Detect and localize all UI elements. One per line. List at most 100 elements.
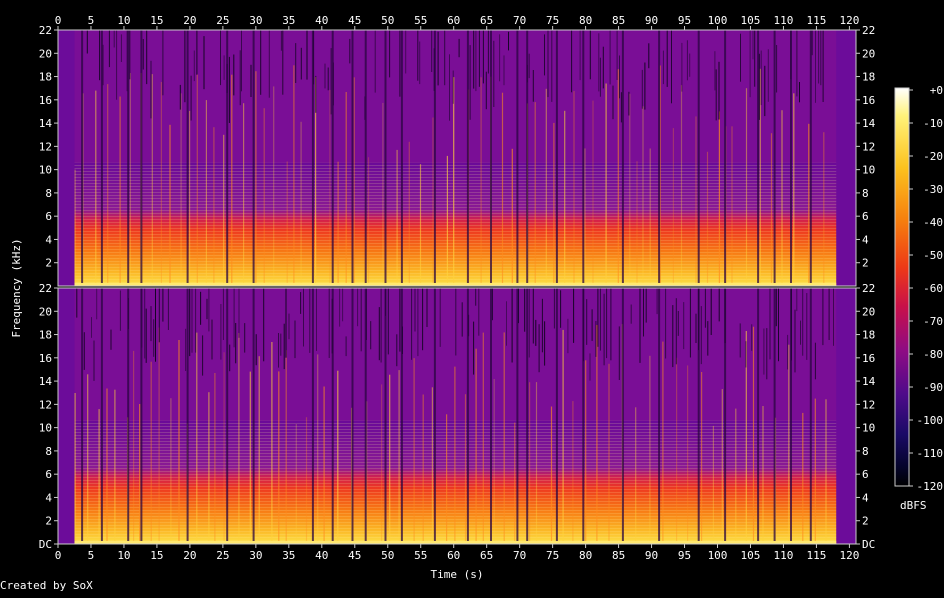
dark-speckle	[675, 298, 677, 365]
dark-speckle	[278, 333, 279, 368]
dark-speckle	[145, 308, 147, 363]
quiet-dip	[724, 288, 727, 544]
quiet-dip	[226, 30, 229, 286]
dark-speckle	[639, 288, 641, 363]
y-tick-label: 6	[862, 210, 869, 223]
transient-streak	[564, 110, 566, 286]
dark-speckle	[833, 288, 834, 346]
dark-speckle	[389, 30, 391, 78]
transient-streak	[305, 417, 308, 544]
dark-speckle	[119, 290, 121, 331]
panel-frame	[57, 29, 857, 287]
dark-speckle	[710, 288, 712, 335]
dark-speckle	[787, 334, 789, 370]
dark-speckle	[524, 288, 526, 332]
footer-credit: Created by SoX	[0, 579, 93, 592]
x-tick-label: 10	[117, 549, 130, 562]
dark-speckle	[268, 30, 270, 98]
quiet-dip	[516, 30, 519, 286]
dark-speckle	[108, 30, 110, 68]
dark-speckle	[370, 321, 372, 350]
dark-speckle	[233, 54, 235, 96]
quiet-dip	[790, 30, 792, 286]
x-tick-label: 85	[612, 14, 625, 27]
dark-speckle	[764, 65, 766, 117]
dark-speckle	[324, 63, 326, 89]
transient-streak	[511, 148, 513, 286]
dark-speckle	[475, 288, 477, 306]
x-tick-label: 80	[579, 14, 592, 27]
dark-speckle	[437, 31, 439, 86]
quiet-dip	[697, 288, 700, 544]
dark-speckle	[643, 288, 644, 337]
quiet-dip	[252, 30, 255, 286]
transient-streak	[389, 374, 391, 544]
dark-speckle	[485, 71, 487, 110]
x-tick-label: 90	[645, 549, 658, 562]
dark-speckle	[387, 288, 389, 355]
transient-streak	[793, 93, 795, 286]
dark-speckle	[672, 305, 674, 368]
transient-streak	[712, 425, 714, 544]
quiet-dip	[658, 288, 661, 544]
transient-streak	[329, 89, 331, 287]
dark-speckle	[815, 30, 816, 103]
y-tick-label: 6	[862, 468, 869, 481]
quiet-dip	[466, 30, 469, 286]
dark-speckle	[189, 288, 191, 357]
dark-speckle	[758, 53, 760, 120]
dark-speckle	[233, 288, 235, 348]
transient-streak	[293, 65, 295, 286]
dark-speckle	[238, 288, 240, 338]
colorbar-tick-label: -120	[917, 480, 944, 493]
dark-speckle	[794, 309, 796, 373]
dark-speckle	[475, 30, 477, 92]
transient-streak	[129, 73, 131, 286]
colorbar-ticks: +0 -10 -20 -30 -40 -50 -60 -70 -80 -90 -100 -110 -12…	[909, 84, 943, 493]
transient-streak	[87, 374, 89, 544]
dark-speckle	[538, 324, 540, 373]
transient-streak	[446, 414, 448, 544]
quiet-dip	[100, 288, 103, 544]
transient-streak	[649, 355, 651, 544]
y-tick-label: 18	[862, 329, 875, 342]
transient-streak	[788, 344, 790, 544]
dark-speckle	[612, 85, 614, 120]
transient-streak	[454, 366, 456, 544]
transient-streak	[139, 404, 141, 544]
dark-speckle	[229, 344, 231, 372]
dark-speckle	[150, 60, 152, 119]
colorbar-tick-label: -70	[923, 315, 943, 328]
colorbar-tick-label: -30	[923, 183, 943, 196]
y-tick-label: 18	[862, 71, 875, 84]
x-tick-label: 50	[381, 14, 394, 27]
transient-streak	[814, 398, 816, 544]
quiet-dip	[658, 30, 661, 286]
quiet-dip	[384, 288, 387, 544]
transient-streak	[480, 77, 482, 286]
dark-speckle	[609, 30, 611, 85]
dark-speckle	[553, 288, 555, 329]
dark-speckle	[775, 288, 777, 327]
quiet-dip	[433, 30, 436, 286]
dark-speckle	[715, 69, 717, 121]
dark-speckle	[718, 61, 720, 120]
x-tick-label: 0	[55, 549, 62, 562]
dark-speckle	[288, 313, 290, 340]
transient-streak	[731, 126, 733, 286]
dark-speckle	[113, 30, 115, 48]
transient-streak	[381, 384, 383, 544]
dark-speckle	[811, 30, 813, 56]
x-tick-label: 30	[249, 14, 262, 27]
silence-start	[58, 30, 75, 286]
dark-speckle	[120, 34, 122, 62]
y-tick-label: 20	[862, 47, 875, 60]
dark-speckle	[417, 288, 419, 357]
x-tick-label: 20	[183, 549, 196, 562]
transient-streak	[158, 327, 160, 544]
quiet-dip	[809, 30, 812, 286]
dark-speckle	[695, 313, 697, 343]
dark-speckle	[560, 290, 562, 328]
dark-speckle	[444, 30, 446, 86]
transient-streak	[545, 88, 547, 286]
